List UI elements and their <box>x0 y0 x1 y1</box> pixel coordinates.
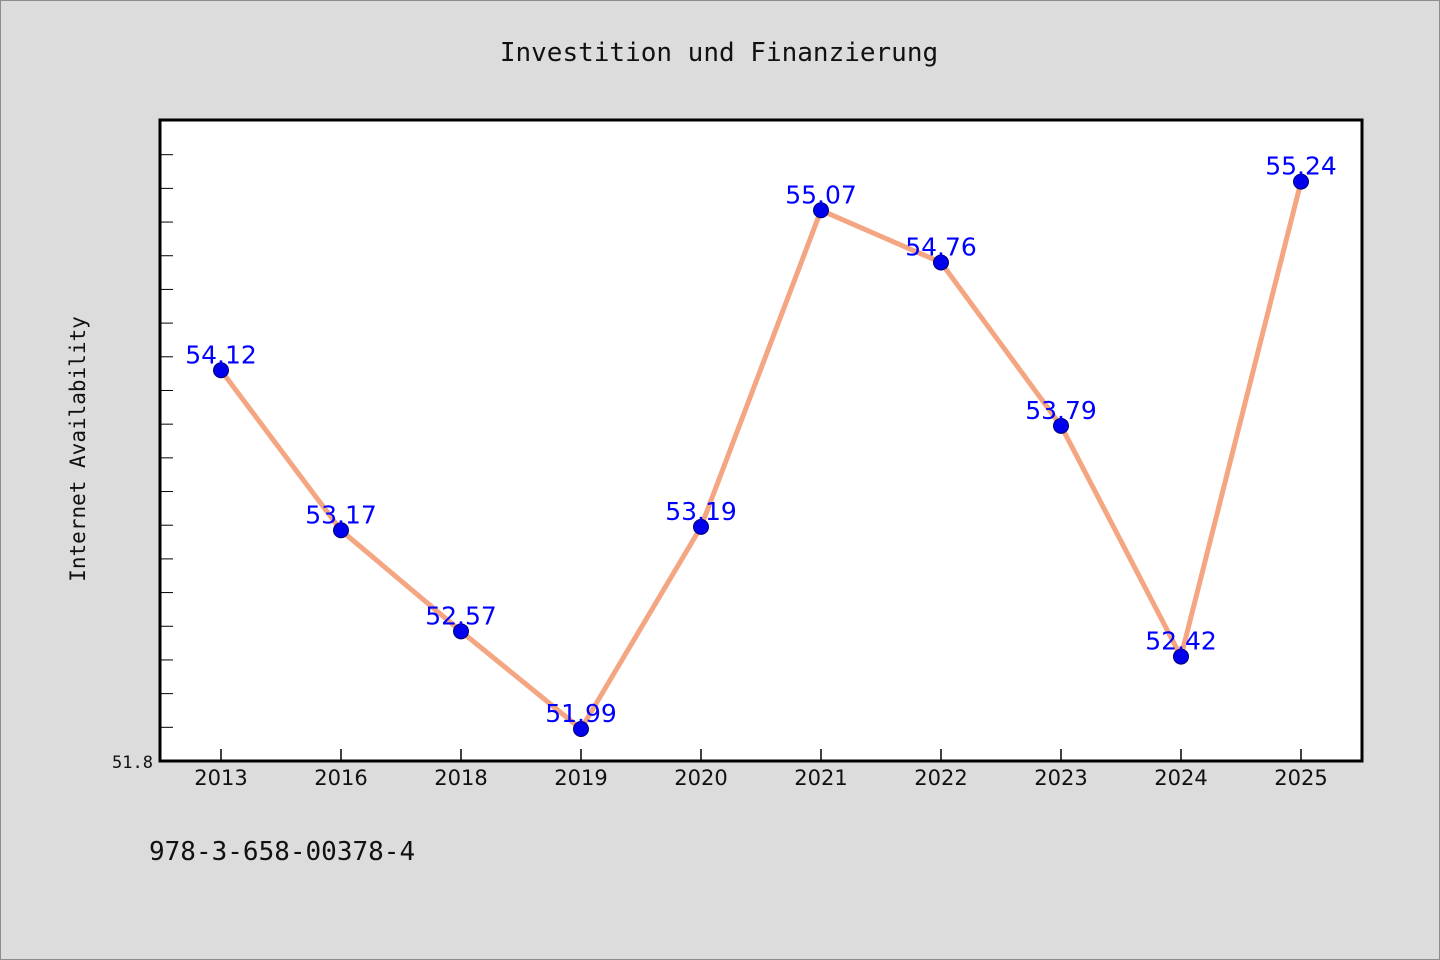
data-point <box>453 623 469 640</box>
data-point <box>1173 648 1189 665</box>
x-tick-label: 2013 <box>194 766 247 790</box>
data-label: 53.19 <box>665 497 737 526</box>
x-tick-label: 2023 <box>1034 766 1087 790</box>
data-point <box>933 254 949 271</box>
data-label: 51.99 <box>545 699 617 728</box>
plot-area <box>158 118 1364 763</box>
data-label: 55.24 <box>1265 152 1337 181</box>
series-line <box>218 179 1304 732</box>
y-minor-ticks <box>161 120 173 762</box>
y-axis-label: Internet Availability <box>66 316 90 582</box>
data-point <box>213 362 229 379</box>
data-labels: 54.12 53.17 52.57 51.99 53.19 55.07 54.76 53.79… <box>185 152 1337 728</box>
data-point <box>693 518 709 535</box>
x-tick-label: 2022 <box>914 766 967 790</box>
chart-title: Investition und Finanzierung <box>500 38 938 68</box>
x-tick-labels: 2013 2016 2018 2019 2020 2021 2022 2023 2024 2025 <box>194 766 1327 790</box>
data-label: 54.76 <box>905 232 977 261</box>
data-point <box>1293 173 1309 190</box>
data-label: 55.07 <box>785 180 857 209</box>
data-label: 52.42 <box>1145 627 1217 656</box>
data-point <box>573 721 589 737</box>
data-point <box>813 202 829 219</box>
data-label: 52.57 <box>425 601 497 630</box>
isbn-label: 978-3-658-00378-4 <box>149 837 416 867</box>
x-tick-label: 2016 <box>314 766 367 790</box>
data-point <box>333 522 349 539</box>
x-ticks <box>220 749 1302 761</box>
series-markers <box>213 173 1309 737</box>
x-tick-label: 2019 <box>554 766 607 790</box>
data-point <box>1053 417 1069 434</box>
data-label: 53.17 <box>305 500 377 529</box>
x-tick-label: 2020 <box>674 766 727 790</box>
y-tick-label: 51.8 <box>112 753 153 773</box>
data-label: 54.12 <box>185 340 257 369</box>
x-tick-label: 2018 <box>434 766 487 790</box>
x-tick-label: 2021 <box>794 766 847 790</box>
x-tick-label: 2025 <box>1274 766 1327 790</box>
x-tick-label: 2024 <box>1154 766 1207 790</box>
data-label: 53.79 <box>1025 396 1097 425</box>
